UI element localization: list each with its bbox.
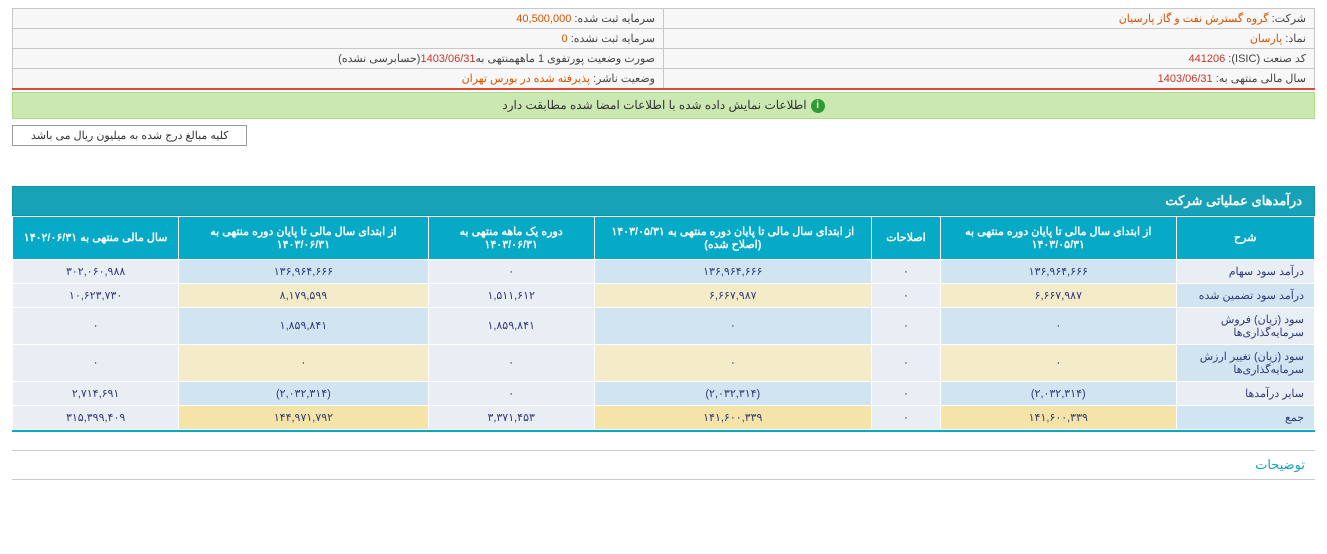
table-cell: ۶,۶۶۷,۹۸۷ (594, 283, 871, 307)
table-cell: سود (زیان) تغییر ارزش سرمایه‌گذاری‌ها (1176, 344, 1315, 381)
company-info-table: شرکت: گروه گسترش نفت و گاز پارسیان سرمای… (12, 8, 1315, 90)
table-cell: ۱۰,۶۲۳,۷۳۰ (13, 283, 179, 307)
table-cell: ۱,۸۵۹,۸۴۱ (428, 307, 594, 344)
isic-value: 441206 (1189, 53, 1226, 65)
section-title: درآمدهای عملیاتی شرکت (12, 186, 1315, 216)
table-row: سود (زیان) فروش سرمایه‌گذاری‌ها۰۰۰۱,۸۵۹,… (13, 307, 1315, 344)
fiscal-label: سال مالی منتهی به: (1216, 73, 1306, 85)
portfolio-label: صورت وضعیت پورتفوی 1 ماهه (515, 53, 655, 65)
currency-note: کلیه مبالغ درج شده به میلیون ریال می باش… (12, 125, 247, 146)
table-cell: ۰ (941, 307, 1176, 344)
table-cell: (۲,۰۳۲,۳۱۴) (179, 381, 428, 405)
portfolio-suffix: (حسابرسی نشده) (338, 53, 420, 65)
table-cell: ۰ (428, 344, 594, 381)
table-row: درآمد سود سهام۱۳۶,۹۶۴,۶۶۶۰۱۳۶,۹۶۴,۶۶۶۰۱۳… (13, 259, 1315, 283)
table-cell: (۲,۰۳۲,۳۱۴) (941, 381, 1176, 405)
issuer-label: وضعیت ناشر: (593, 73, 655, 85)
table-row: جمع۱۴۱,۶۰۰,۳۳۹۰۱۴۱,۶۰۰,۳۳۹۳,۳۷۱,۴۵۳۱۴۴,۹… (13, 405, 1315, 429)
table-cell: ۰ (179, 344, 428, 381)
table-cell: سود (زیان) فروش سرمایه‌گذاری‌ها (1176, 307, 1315, 344)
table-cell: (۲,۰۳۲,۳۱۴) (594, 381, 871, 405)
table-cell: ۰ (428, 259, 594, 283)
table-cell: ۱,۸۵۹,۸۴۱ (179, 307, 428, 344)
symbol-value: پارسان (1250, 33, 1282, 45)
table-cell: ۰ (871, 381, 940, 405)
table-cell: ۶,۶۶۷,۹۸۷ (941, 283, 1176, 307)
table-row: درآمد سود تضمین شده۶,۶۶۷,۹۸۷۰۶,۶۶۷,۹۸۷۱,… (13, 283, 1315, 307)
table-row: سود (زیان) تغییر ارزش سرمایه‌گذاری‌ها۰۰۰… (13, 344, 1315, 381)
symbol-label: نماد: (1285, 33, 1306, 45)
table-cell: ۰ (594, 344, 871, 381)
th-desc: شرح (1176, 216, 1315, 259)
table-cell: ۳۰۲,۰۶۰,۹۸۸ (13, 259, 179, 283)
table-cell: ۱۴۱,۶۰۰,۳۳۹ (941, 405, 1176, 429)
capital-unreg-label: سرمایه ثبت نشده: (571, 33, 655, 45)
table-cell: درآمد سود تضمین شده (1176, 283, 1315, 307)
table-cell: درآمد سود سهام (1176, 259, 1315, 283)
th-col-e: دوره یک ماهه منتهی به ۱۴۰۳/۰۶/۳۱ (428, 216, 594, 259)
table-cell: ۰ (428, 381, 594, 405)
table-cell: ۱۳۶,۹۶۴,۶۶۶ (594, 259, 871, 283)
table-cell: ۰ (871, 307, 940, 344)
table-row: سایر درآمدها(۲,۰۳۲,۳۱۴)۰(۲,۰۳۲,۳۱۴)۰(۲,۰… (13, 381, 1315, 405)
table-cell: ۲,۷۱۴,۶۹۱ (13, 381, 179, 405)
th-col-c: اصلاحات (871, 216, 940, 259)
th-col-d: از ابتدای سال مالی تا پایان دوره منتهی ب… (594, 216, 871, 259)
isic-label: کد صنعت (ISIC): (1228, 53, 1306, 65)
capital-unreg-value: 0 (562, 33, 568, 45)
revenue-table: شرح از ابتدای سال مالی تا پایان دوره منت… (12, 216, 1315, 430)
table-cell: ۱۳۶,۹۶۴,۶۶۶ (941, 259, 1176, 283)
table-cell: ۳,۳۷۱,۴۵۳ (428, 405, 594, 429)
notes-title: توضیحات (12, 450, 1315, 480)
issuer-value: پذیرفته شده در بورس تهران (462, 73, 590, 85)
table-cell: ۱,۵۱۱,۶۱۲ (428, 283, 594, 307)
table-cell: ۰ (871, 259, 940, 283)
table-cell: ۰ (871, 405, 940, 429)
company-value: گروه گسترش نفت و گاز پارسیان (1119, 13, 1269, 25)
info-message-text: اطلاعات نمایش داده شده با اطلاعات امضا ش… (502, 98, 806, 112)
th-col-b: از ابتدای سال مالی تا پایان دوره منتهی ب… (941, 216, 1176, 259)
portfolio-mid: منتهی به (476, 53, 515, 65)
table-cell: ۰ (871, 283, 940, 307)
info-icon: i (811, 99, 825, 113)
table-cell: ۰ (13, 344, 179, 381)
portfolio-date: 1403/06/31 (420, 53, 475, 65)
table-cell: ۱۳۶,۹۶۴,۶۶۶ (179, 259, 428, 283)
table-cell: ۱۴۴,۹۷۱,۷۹۲ (179, 405, 428, 429)
fiscal-value: 1403/06/31 (1158, 73, 1213, 85)
table-cell: ۰ (594, 307, 871, 344)
table-cell: ۱۴۱,۶۰۰,۳۳۹ (594, 405, 871, 429)
table-cell: ۰ (871, 344, 940, 381)
capital-reg-label: سرمایه ثبت شده: (574, 13, 655, 25)
table-cell: ۳۱۵,۳۹۹,۴۰۹ (13, 405, 179, 429)
info-message-bar: i اطلاعات نمایش داده شده با اطلاعات امضا … (12, 92, 1315, 119)
table-cell: جمع (1176, 405, 1315, 429)
capital-reg-value: 40,500,000 (516, 13, 571, 25)
table-cell: ۰ (941, 344, 1176, 381)
table-cell: ۰ (13, 307, 179, 344)
company-label: شرکت: (1272, 13, 1306, 25)
th-col-f: از ابتدای سال مالی تا پایان دوره منتهی ب… (179, 216, 428, 259)
table-cell: ۸,۱۷۹,۵۹۹ (179, 283, 428, 307)
table-cell: سایر درآمدها (1176, 381, 1315, 405)
th-col-g: سال مالی منتهی به ۱۴۰۲/۰۶/۳۱ (13, 216, 179, 259)
